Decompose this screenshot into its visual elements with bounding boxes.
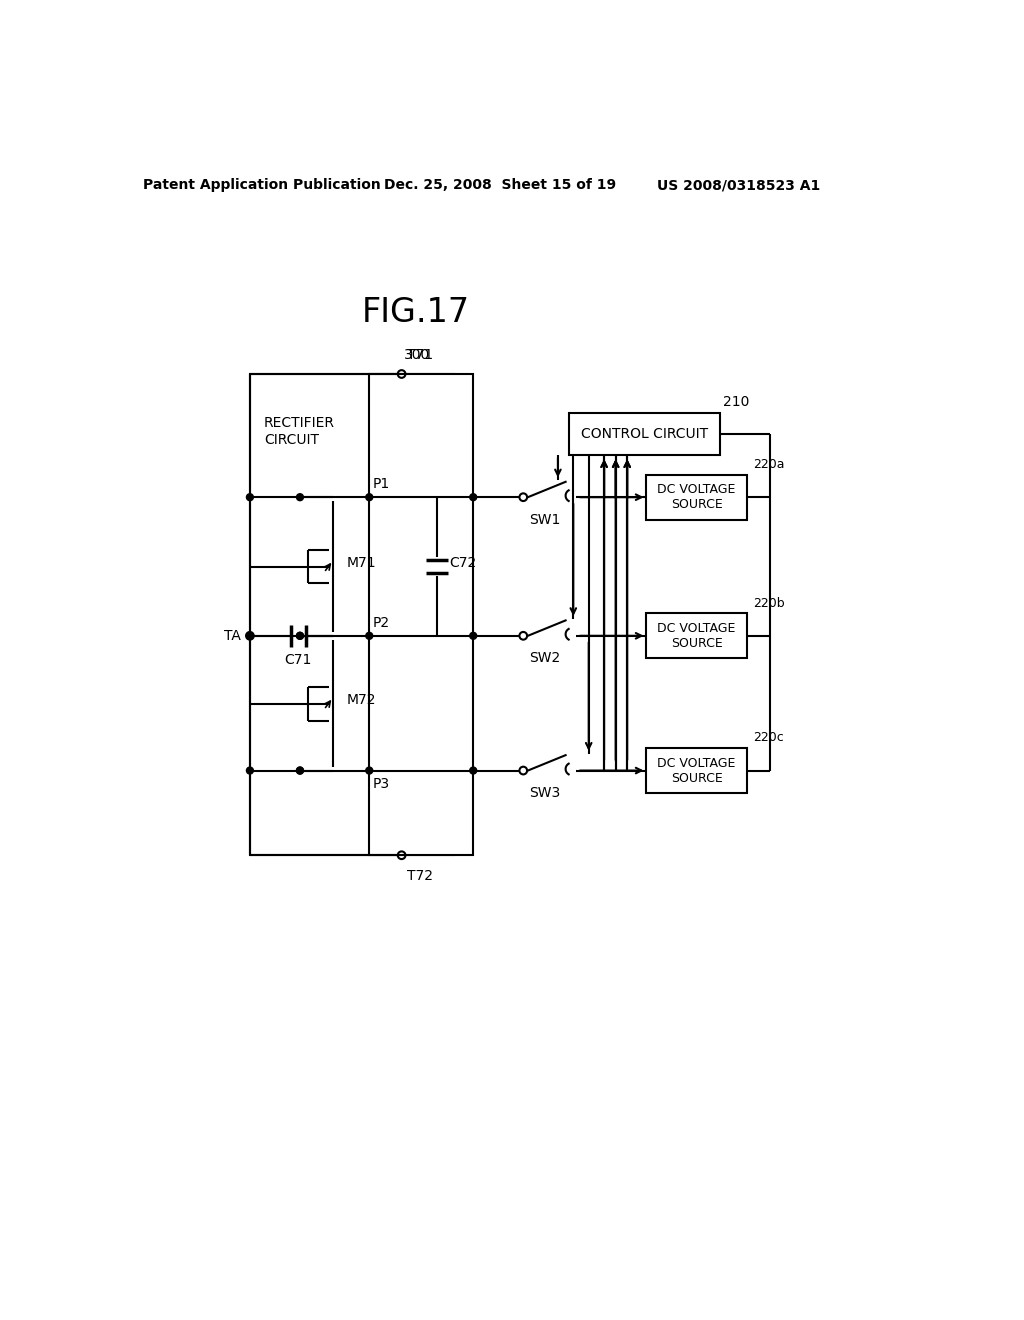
Text: SW1: SW1 <box>529 512 561 527</box>
Text: 220c: 220c <box>753 731 783 744</box>
Text: M72: M72 <box>347 693 377 706</box>
Text: DC VOLTAGE
SOURCE: DC VOLTAGE SOURCE <box>657 483 735 511</box>
Text: M71: M71 <box>347 556 377 570</box>
Circle shape <box>247 494 253 500</box>
Circle shape <box>297 632 303 639</box>
Text: SW2: SW2 <box>529 651 561 665</box>
Circle shape <box>470 632 477 639</box>
Text: Patent Application Publication: Patent Application Publication <box>142 178 380 193</box>
Text: Dec. 25, 2008  Sheet 15 of 19: Dec. 25, 2008 Sheet 15 of 19 <box>384 178 616 193</box>
Circle shape <box>297 494 303 500</box>
Text: 220a: 220a <box>753 458 784 471</box>
Text: P3: P3 <box>373 776 390 791</box>
Circle shape <box>470 494 477 500</box>
Bar <box>569 413 720 455</box>
Text: SW3: SW3 <box>529 785 561 800</box>
Bar <box>646 748 746 793</box>
Circle shape <box>297 767 303 774</box>
Text: DC VOLTAGE
SOURCE: DC VOLTAGE SOURCE <box>657 622 735 649</box>
Circle shape <box>470 767 477 774</box>
Text: C71: C71 <box>285 653 312 667</box>
Circle shape <box>366 632 373 639</box>
Circle shape <box>366 494 373 500</box>
Bar <box>646 614 746 659</box>
Text: 220b: 220b <box>753 597 784 610</box>
Text: RECTIFIER
CIRCUIT: RECTIFIER CIRCUIT <box>264 416 335 446</box>
Text: CONTROL CIRCUIT: CONTROL CIRCUIT <box>581 428 708 441</box>
Text: C72: C72 <box>450 556 476 570</box>
Circle shape <box>247 767 253 774</box>
Text: DC VOLTAGE
SOURCE: DC VOLTAGE SOURCE <box>657 756 735 784</box>
Circle shape <box>247 632 253 639</box>
Text: FIG.17: FIG.17 <box>361 296 470 329</box>
Bar <box>646 475 746 520</box>
Circle shape <box>366 767 373 774</box>
Text: 210: 210 <box>724 395 750 409</box>
Bar <box>250 374 454 855</box>
Text: T71: T71 <box>407 347 433 362</box>
Text: TA: TA <box>224 628 241 643</box>
Bar <box>370 374 473 855</box>
Circle shape <box>297 632 303 639</box>
Text: P1: P1 <box>373 477 390 491</box>
Text: 300: 300 <box>403 347 430 362</box>
Text: P2: P2 <box>373 615 390 630</box>
Text: T72: T72 <box>407 869 433 883</box>
Circle shape <box>297 767 303 774</box>
Text: US 2008/0318523 A1: US 2008/0318523 A1 <box>657 178 820 193</box>
